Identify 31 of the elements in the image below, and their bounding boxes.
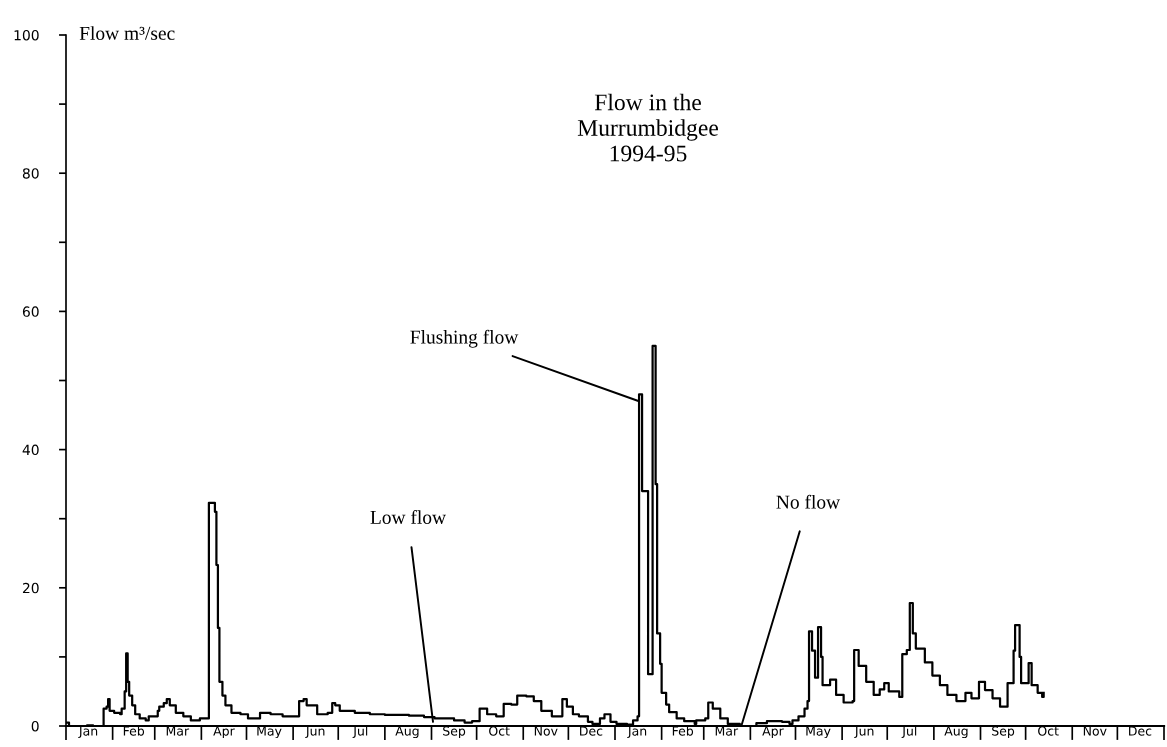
x-tick-label: May	[806, 726, 831, 739]
y-tick-label: 100	[14, 29, 39, 41]
x-tick-label: Jan	[78, 726, 98, 738]
y-tick-label: 20	[22, 582, 39, 594]
x-tick-label: Jul	[901, 726, 917, 738]
y-tick-label: 40	[22, 444, 39, 456]
x-tick-label: Sep	[992, 726, 1015, 739]
x-tick-label: Jan	[627, 726, 647, 738]
x-tick-label: Jun	[305, 726, 325, 738]
x-tick-label: Mar	[715, 726, 739, 736]
annotation: Low flow	[370, 510, 446, 524]
y-tick-label: 0	[31, 720, 39, 732]
x-tick-label: Sep	[443, 726, 466, 739]
y-tick-label: 80	[22, 168, 39, 179]
y-tick-label: 60	[22, 306, 39, 317]
x-tick-label: Dec	[1129, 726, 1152, 736]
x-tick-label: Dec	[580, 726, 603, 736]
x-tick-label: Apr	[762, 726, 784, 739]
y-axis-title: Flow m³/sec	[79, 26, 175, 40]
x-tick-label: Jun	[854, 726, 874, 738]
x-tick-label: Mar	[166, 726, 190, 736]
x-tick-label: Apr	[213, 726, 235, 739]
x-tick-label: May	[257, 726, 282, 739]
x-tick-label: Nov	[534, 726, 558, 736]
text: Flow in the Murrumbidgee 1994-95	[577, 93, 718, 162]
x-tick-label: Nov	[1083, 726, 1107, 736]
x-tick-label: Aug	[395, 726, 419, 739]
annotation: Flushing flow	[410, 329, 519, 348]
x-tick-label: Aug	[944, 726, 968, 739]
x-tick-label: Jul	[352, 726, 368, 738]
annotation: No flow	[776, 494, 841, 509]
